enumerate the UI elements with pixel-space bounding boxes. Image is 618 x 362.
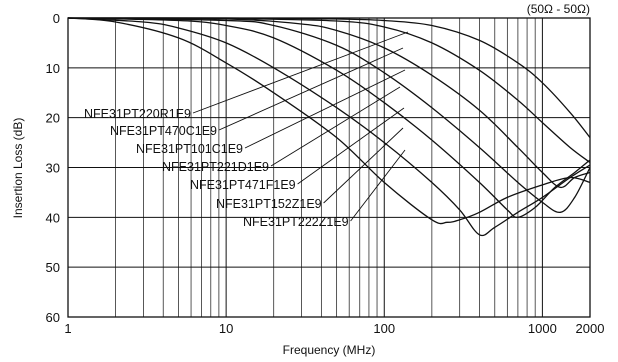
- series-label: NFE31PT152Z1E9: [216, 197, 322, 211]
- x-tick-label: 100: [373, 321, 395, 336]
- y-tick-label: 20: [46, 111, 60, 126]
- y-tick-label: 50: [46, 260, 60, 275]
- series-line: [67, 17, 591, 237]
- label-leader-line: [297, 107, 405, 185]
- label-leader-line: [218, 47, 404, 131]
- y-tick-label: 40: [46, 210, 60, 225]
- label-leader-line: [192, 31, 409, 114]
- series-label: NFE31PT221D1E9: [162, 160, 269, 174]
- series-label: NFE31PT222Z1E9: [243, 215, 349, 229]
- label-leader-line: [244, 69, 406, 149]
- grid: [68, 18, 590, 317]
- y-axis-title: Insertion Loss (dB): [11, 118, 25, 219]
- label-leader-line: [350, 149, 406, 222]
- series-line: [67, 17, 591, 189]
- series-label: NFE31PT101C1E9: [136, 142, 243, 156]
- x-tick-label: 10: [219, 321, 233, 336]
- series-label: NFE31PT220R1E9: [84, 107, 191, 121]
- y-tick-label: 0: [53, 11, 60, 26]
- series-line: [67, 17, 591, 213]
- y-tick-label: 30: [46, 161, 60, 176]
- y-tick-label: 10: [46, 61, 60, 76]
- x-tick-labels: 1 10 100 1000 2000: [64, 321, 604, 336]
- series-label: NFE31PT470C1E9: [110, 124, 217, 138]
- series-line: [67, 17, 591, 225]
- plot-frame: [67, 17, 591, 318]
- x-axis-title: Frequency (MHz): [283, 343, 376, 357]
- y-tick-labels: 0 10 20 30 40 50 60: [46, 11, 60, 325]
- x-tick-label: 2000: [576, 321, 605, 336]
- label-leader-line: [323, 127, 404, 204]
- label-leader-line: [270, 86, 401, 167]
- label-leaders: [192, 31, 409, 222]
- series-labels: NFE31PT220R1E9 NFE31PT470C1E9 NFE31PT101C1…: [84, 107, 349, 229]
- chart-subtitle: (50Ω - 50Ω): [527, 2, 590, 16]
- series-label: NFE31PT471F1E9: [190, 178, 296, 192]
- y-tick-label: 60: [46, 310, 60, 325]
- x-tick-label: 1: [64, 321, 71, 336]
- x-tick-label: 1000: [528, 321, 557, 336]
